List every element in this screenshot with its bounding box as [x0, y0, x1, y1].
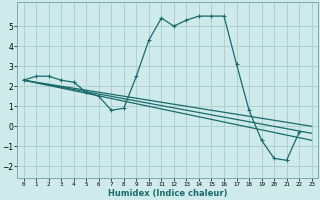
X-axis label: Humidex (Indice chaleur): Humidex (Indice chaleur): [108, 189, 228, 198]
